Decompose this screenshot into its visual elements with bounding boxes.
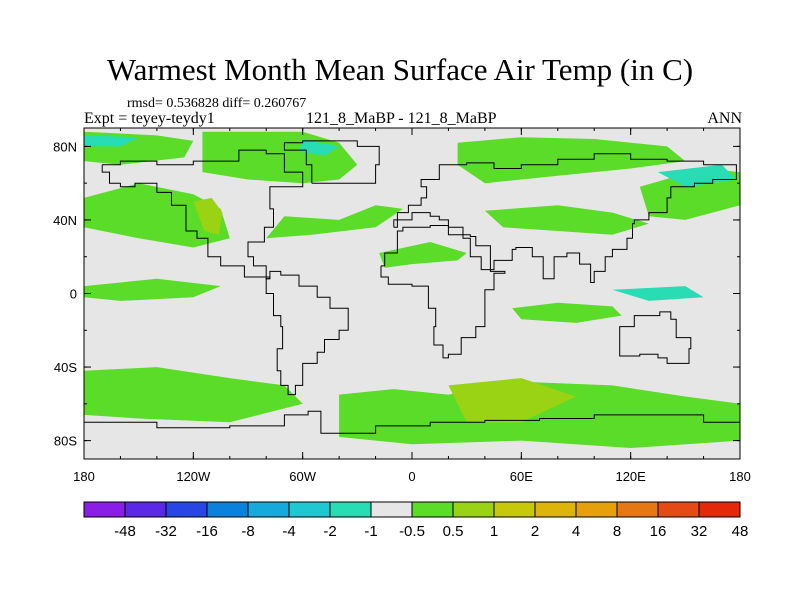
colorbar-swatch	[329, 501, 372, 518]
anomaly-regions	[84, 131, 740, 448]
region-asia-central	[484, 205, 649, 235]
colorbar-label: -32	[155, 523, 177, 540]
colorbar-swatch	[83, 501, 126, 518]
colorbar-swatch	[247, 501, 290, 518]
coastline-3	[393, 153, 737, 283]
x-tick-label: 60E	[510, 469, 533, 484]
region-southern-ocean-west	[84, 367, 303, 423]
colorbar-label: 32	[691, 523, 708, 540]
colorbar-swatch	[206, 501, 249, 518]
x-tick-label: 180	[729, 469, 751, 484]
coastlines	[84, 140, 740, 434]
x-tick-label: 120W	[176, 469, 211, 484]
coastline-4	[619, 311, 692, 364]
y-tick-label: 80N	[53, 139, 77, 154]
region-north-pacific-core	[193, 197, 223, 235]
colorbar: -48 -32 -16 -8 -4 -2 -1 -0.5 0.5 1 2 4 8 16 32 48	[83, 501, 749, 540]
colorbar-swatch	[657, 501, 700, 518]
period-label: 121_8_MaBP - 121_8_MaBP	[306, 110, 497, 127]
colorbar-swatch	[493, 501, 536, 518]
colorbar-label: 0.5	[443, 523, 464, 540]
y-tick-label: 0	[70, 287, 77, 302]
colorbar-swatch	[452, 501, 495, 518]
x-tick-label: 180	[73, 469, 95, 484]
coastline-1	[265, 270, 349, 396]
colorbar-label: -0.5	[399, 523, 425, 540]
colorbar-label: -2	[323, 523, 336, 540]
stats-text: rmsd= 0.536828 diff= 0.260767	[127, 96, 307, 111]
colorbar-label: -48	[114, 523, 136, 540]
region-africa-north	[379, 242, 467, 268]
colorbar-swatch	[616, 501, 659, 518]
colorbar-swatch	[165, 501, 208, 518]
chart-title: Warmest Month Mean Surface Air Temp (in …	[106, 52, 694, 87]
region-eurasia-north	[457, 137, 686, 184]
coastline-6	[84, 410, 740, 434]
colorbar-swatch	[370, 501, 413, 518]
x-tick-label: 0	[408, 469, 415, 484]
colorbar-swatch	[288, 501, 331, 518]
colorbar-label: 2	[531, 523, 539, 540]
colorbar-swatch	[575, 501, 618, 518]
region-cyan-arctic-east	[658, 164, 737, 187]
colorbar-label: -8	[241, 523, 254, 540]
colorbar-swatch	[698, 501, 741, 518]
coastline-0	[101, 149, 304, 280]
x-tick-label: 60W	[289, 469, 316, 484]
axis-ticks: 180 120W 60W 0 60E 120E 180 80N 40N 0 40S 80S	[53, 128, 751, 484]
region-southern-ocean-mid	[339, 381, 740, 448]
coastline-2	[380, 225, 506, 359]
region-cyan-greenland	[299, 139, 340, 156]
colorbar-swatch	[124, 501, 167, 518]
colorbar-swatch	[534, 501, 577, 518]
region-cyan-arctic	[84, 135, 139, 147]
colorbar-label: -16	[196, 523, 218, 540]
colorbar-label: 8	[613, 523, 621, 540]
colorbar-label: -1	[364, 523, 377, 540]
x-tick-label: 120E	[615, 469, 646, 484]
region-southern-ocean-core	[448, 378, 576, 423]
region-cyan-east-asia	[612, 286, 704, 301]
y-tick-label: 40N	[53, 213, 77, 228]
colorbar-label: 4	[572, 523, 580, 540]
region-indian-ocean	[512, 302, 622, 323]
colorbar-label: 48	[732, 523, 749, 540]
coastline-5	[283, 140, 380, 184]
region-tropical-pacific	[84, 278, 221, 301]
y-tick-label: 40S	[54, 360, 77, 375]
experiment-label: Expt = teyey-teydy1	[84, 110, 215, 127]
colorbar-label: 16	[650, 523, 667, 540]
y-tick-label: 80S	[54, 434, 77, 449]
colorbar-label: -4	[282, 523, 295, 540]
colorbar-swatch	[411, 501, 454, 518]
region-north-atlantic	[266, 205, 403, 239]
colorbar-label: 1	[490, 523, 498, 540]
season-label: ANN	[707, 110, 742, 127]
